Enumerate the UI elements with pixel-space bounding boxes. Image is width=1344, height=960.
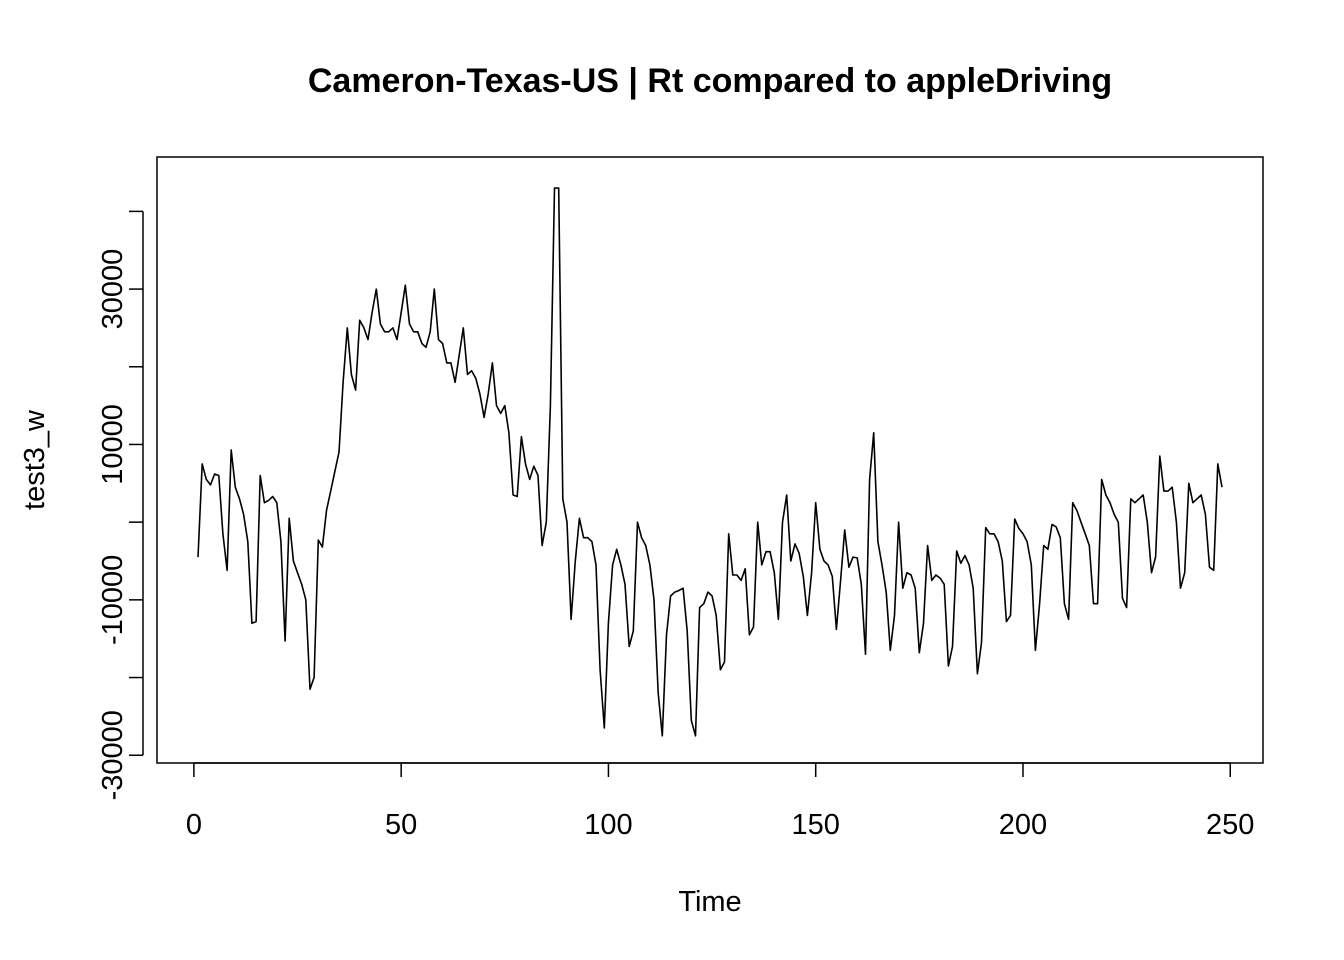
plot-box [157, 157, 1263, 763]
x-tick-label: 150 [792, 809, 840, 841]
y-tick-label: 30000 [97, 249, 129, 330]
x-axis: 0 50 100 150 200 250 [186, 763, 1255, 841]
x-tick-label: 100 [584, 809, 632, 841]
y-tick-label: -10000 [97, 555, 129, 645]
x-tick-label: 200 [999, 809, 1047, 841]
y-tick-label: 10000 [97, 404, 129, 485]
series-group [198, 188, 1222, 736]
x-tick-label: 250 [1206, 809, 1254, 841]
series-line [198, 188, 1222, 736]
y-axis-label: test3_w [19, 409, 51, 510]
x-tick-label: 0 [186, 809, 202, 841]
chart-title: Cameron-Texas-US | Rt compared to appleD… [308, 62, 1112, 100]
y-axis: -30000 -10000 10000 30000 [97, 211, 143, 800]
x-tick-label: 50 [385, 809, 417, 841]
x-axis-label: Time [678, 886, 741, 918]
y-tick-label: -30000 [97, 710, 129, 800]
